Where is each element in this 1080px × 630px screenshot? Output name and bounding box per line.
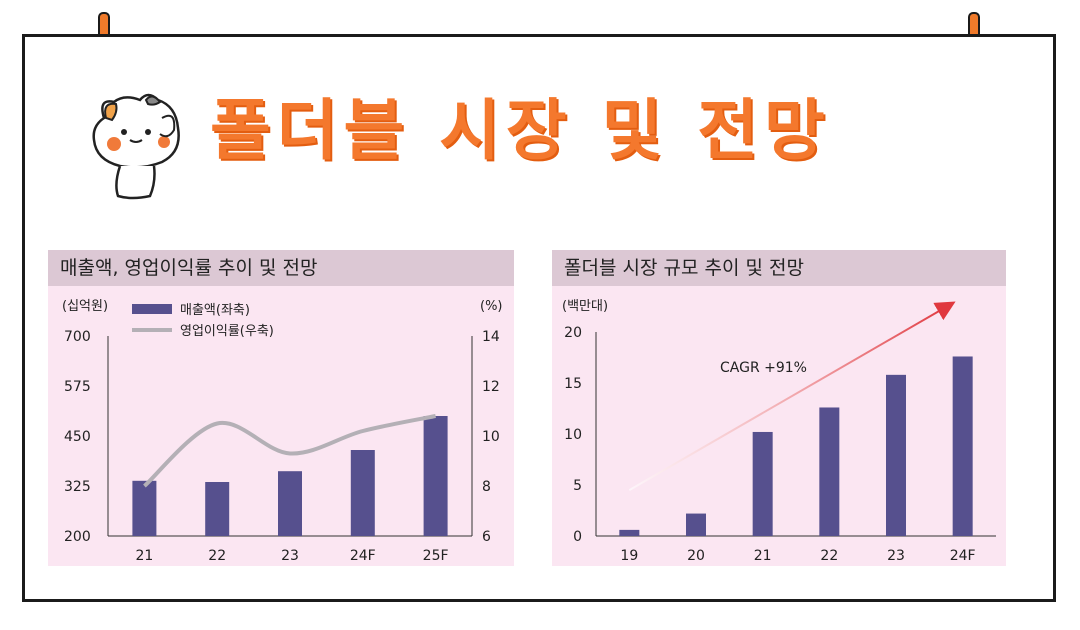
y-tick-label: 200 (64, 529, 91, 545)
bar-revenue-23 (278, 471, 302, 536)
bar-revenue-22 (205, 482, 230, 536)
cat-mascot-icon (92, 93, 180, 200)
y-tick-label: 0 (573, 529, 582, 545)
x-tick-label: 21 (135, 548, 153, 564)
legend-label-revenue: 매출액(좌축) (180, 303, 250, 318)
y-tick-label: 325 (64, 479, 91, 495)
y-tick-label: 10 (564, 427, 582, 443)
x-tick-label: 22 (820, 548, 838, 564)
y-tick-label: 15 (564, 376, 582, 392)
legend-label-margin: 영업이익률(우축) (180, 324, 274, 339)
market-size-chart: (백만대) 20 15 10 5 0 19 20 21 22 23 24F CAGR +91% (562, 299, 996, 564)
y-tick-label: 700 (64, 329, 91, 345)
y2-tick-label: 12 (482, 379, 500, 395)
bar-market-size-20 (686, 513, 706, 536)
y2-tick-label: 6 (482, 529, 491, 545)
headline: 폴더블 시장 및 전망 (210, 92, 831, 169)
x-tick-label: 19 (620, 548, 638, 564)
market-size-chart-title: 폴더블 시장 규모 추이 및 전망 (552, 250, 1006, 286)
bar-market-size-23 (886, 374, 906, 536)
bar-revenue-21 (132, 480, 157, 536)
left-axis-unit: (백만대) (562, 299, 608, 314)
cagr-annotation: CAGR +91% (720, 360, 807, 376)
x-tick-label: 24F (950, 548, 976, 564)
revenue-chart-title: 매출액, 영업이익률 추이 및 전망 (48, 250, 514, 286)
bar-revenue-24F (350, 450, 375, 536)
legend-swatch-revenue (132, 304, 172, 314)
x-tick-label: 22 (208, 548, 226, 564)
revenue-chart: (십억원) (%) 700 575 450 325 200 14 12 10 8 6 21 22 23 24F… (62, 299, 503, 564)
bar-market-size-22 (819, 407, 840, 536)
bar-revenue-25F (423, 416, 448, 536)
growth-arrow (628, 301, 956, 491)
bar-market-size-21 (752, 431, 773, 536)
x-tick-label: 20 (687, 548, 705, 564)
x-tick-label: 25F (423, 548, 449, 564)
y2-tick-label: 10 (482, 429, 500, 445)
x-tick-label: 23 (281, 548, 299, 564)
y2-tick-label: 8 (482, 479, 491, 495)
y-tick-label: 20 (564, 325, 582, 341)
x-tick-label: 24F (350, 548, 376, 564)
x-tick-label: 21 (754, 548, 772, 564)
operating-margin-line (143, 414, 437, 488)
revenue-chart-panel: 매출액, 영업이익률 추이 및 전망 (십억원) (%) 700 575 450 325 2… (48, 250, 514, 566)
bar-market-size-24F (952, 356, 973, 536)
market-size-chart-panel: 폴더블 시장 규모 추이 및 전망 (백만대) 20 15 10 5 0 19 20 21 22 2… (552, 250, 1006, 566)
right-axis-unit: (%) (480, 299, 503, 314)
y-tick-label: 575 (64, 379, 91, 395)
x-tick-label: 23 (887, 548, 905, 564)
bar-market-size-19 (619, 529, 640, 536)
y-tick-label: 5 (573, 478, 582, 494)
y2-tick-label: 14 (482, 329, 500, 345)
left-axis-unit: (십억원) (62, 299, 108, 314)
y-tick-label: 450 (64, 429, 91, 445)
